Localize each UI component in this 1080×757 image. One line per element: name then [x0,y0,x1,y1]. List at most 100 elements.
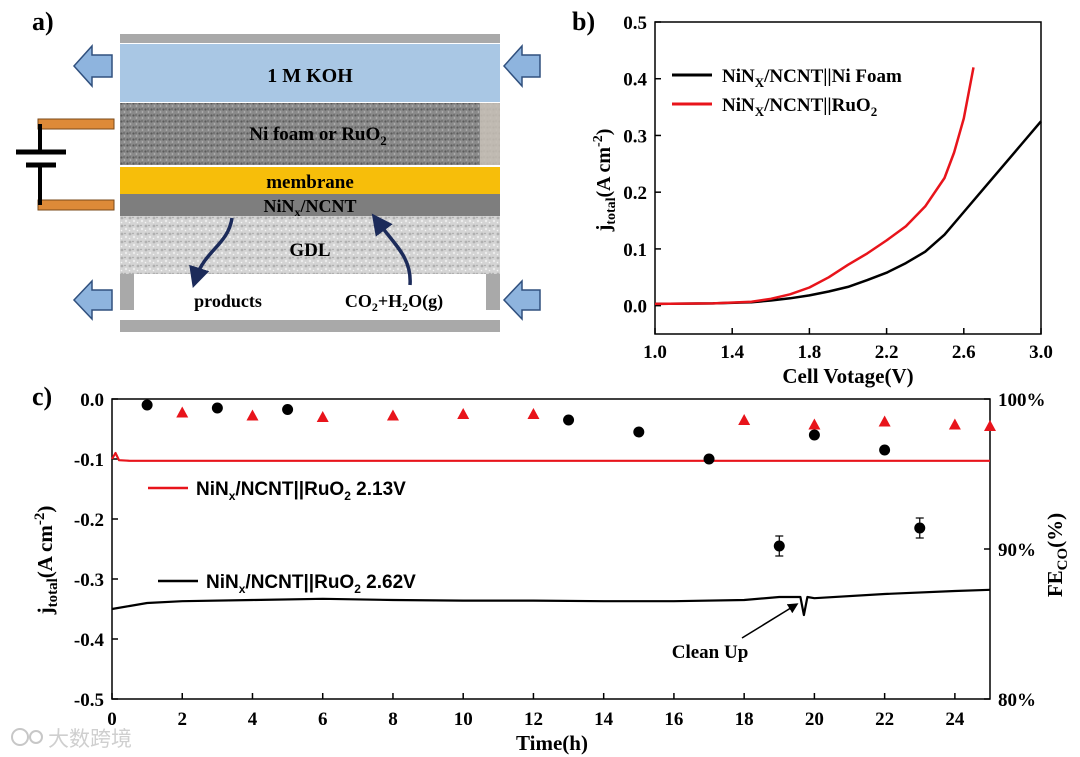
c-xtick-label: 8 [388,709,398,730]
b-ytick-label: 0.1 [623,240,647,261]
catalyst-label: NiNx/NCNT [263,196,356,219]
panel-c-plot-frame [111,398,991,700]
b-xtick-label: 2.2 [875,342,899,363]
watermark-text: 大数跨境 [48,727,132,751]
c-y2tick-label: 90% [998,540,1036,561]
b-series-line-1 [654,67,975,306]
c-fe-triangle-point [984,420,996,431]
c-y2tick-label: 100% [998,390,1046,411]
panel-a-label: a) [32,7,54,36]
c-series-line-0 [111,451,990,462]
koh-out-arrow-icon [72,44,113,88]
anode-layer [120,103,500,165]
clean-up-annotation: Clean Up [672,642,749,663]
panel-b-series [654,67,1042,306]
panel-c-y2label: FECO(%) [1043,513,1071,597]
clean-up-arrow [741,603,799,639]
c-fe-triangle-point [246,409,259,421]
gas-in-arrow-icon [502,279,541,321]
panel-c: c) 0 2 4 6 8 10 12 14 16 18 20 22 240.0-0.1-0.2-0.3-… [32,382,1071,755]
feed-arrow [371,213,412,286]
c-ytick-label: -0.2 [74,510,104,531]
legend-b-ruo2: NiNX/NCNT||RuO2 [722,95,877,119]
legend-c-213: NiNx/NCNT||RuO2 2.13V [196,479,406,503]
c-fe-circle-point [879,444,891,456]
products-label: products [194,291,262,311]
gdl-layer [120,216,500,274]
b-ytick-label: 0.4 [623,70,647,91]
c-fe-triangle-point [527,408,540,419]
panel-b-xlabel: Cell Votage(V) [782,364,913,388]
panel-c-ylabel: jtotal(A cm-2) [32,506,61,616]
feed-label: CO2+H2O(g) [345,291,443,314]
gdl-label: GDL [289,240,330,261]
anode-label: Ni foam or RuO2 [249,124,387,148]
c-xtick-label: 16 [664,709,683,730]
b-xtick-label: 1.8 [798,342,822,363]
watermark: 大数跨境 [11,727,132,751]
panel-b-plot-frame [654,21,1042,335]
c-xtick-label: 4 [248,709,258,730]
b-xtick-label: 3.0 [1029,342,1053,363]
c-fe-triangle-point [808,418,821,430]
b-series-line-0 [654,120,1042,306]
panel-b-legend: NiNX/NCNT||Ni Foam NiNX/NCNT||RuO2 [672,66,902,119]
koh-label: 1 M KOH [267,65,353,87]
c-fe-circle-point [773,540,785,552]
b-ytick-label: 0.0 [623,297,647,318]
c-fe-triangle-point [878,415,891,427]
top-plate [120,34,500,43]
b-xtick-label: 1.0 [643,342,667,363]
membrane-label: membrane [266,172,354,193]
panel-c-series [111,399,996,617]
koh-layer [120,44,500,102]
c-xtick-label: 6 [318,709,328,730]
b-ytick-label: 0.3 [623,126,647,147]
c-fe-triangle-point [457,408,470,419]
b-xtick-label: 2.6 [952,342,976,363]
c-series-line-1 [111,588,991,617]
b-ytick-label: 0.2 [623,183,647,204]
gas-out-arrow-icon [72,279,113,321]
c-fe-circle-point [282,404,294,415]
battery-icon [16,118,115,211]
c-fe-circle-point [211,402,223,414]
c-fe-triangle-point [738,414,751,425]
c-fe-triangle-point [316,411,329,422]
c-ytick-label: -0.3 [74,570,104,591]
panel-b-ticks: 1.0 1.4 1.8 2.2 2.6 3.0 0.0 0.1 0.2 0.3 0.4 0.5 [623,13,1053,363]
c-fe-circle-point [914,522,926,534]
membrane-layer [120,167,500,194]
panel-a: a) 1 M KOH Ni foam or RuO2 membrane NiNx… [16,7,541,332]
c-fe-circle-point [563,414,575,426]
legend-c-262: NiNx/NCNT||RuO2 2.62V [206,572,416,596]
c-fe-circle-point [703,453,715,465]
c-xtick-label: 0 [107,709,117,730]
panel-c-legend: NiNx/NCNT||RuO2 2.13V NiNx/NCNT||RuO2 2.… [148,479,416,596]
c-xtick-label: 14 [594,709,614,730]
c-y2tick-label: 80% [998,690,1036,711]
channel-wall-left [120,274,134,310]
panel-c-ticks: 0 2 4 6 8 10 12 14 16 18 20 22 240.0-0.1-0.2-0.3-0.4… [74,390,1046,730]
c-ytick-label: 0.0 [80,390,104,411]
koh-in-arrow-icon [502,44,541,88]
c-xtick-label: 24 [945,709,965,730]
bottom-plate [120,320,500,332]
panel-c-xlabel: Time(h) [516,731,588,755]
c-xtick-label: 12 [524,709,543,730]
c-xtick-label: 2 [177,709,187,730]
panel-c-label: c) [32,382,52,411]
c-ytick-label: -0.1 [74,450,104,471]
watermark-logo-icon-2 [29,730,43,744]
c-xtick-label: 10 [454,709,473,730]
c-fe-circle-point [808,429,820,441]
watermark-logo-icon [11,728,29,746]
c-fe-triangle-point [176,406,189,418]
c-ytick-label: -0.4 [74,630,105,651]
c-xtick-label: 22 [875,709,894,730]
legend-b-nifoam: NiNX/NCNT||Ni Foam [722,66,902,90]
c-fe-circle-point [141,399,153,411]
anode-edge [480,103,500,165]
b-ytick-label: 0.5 [623,13,647,34]
